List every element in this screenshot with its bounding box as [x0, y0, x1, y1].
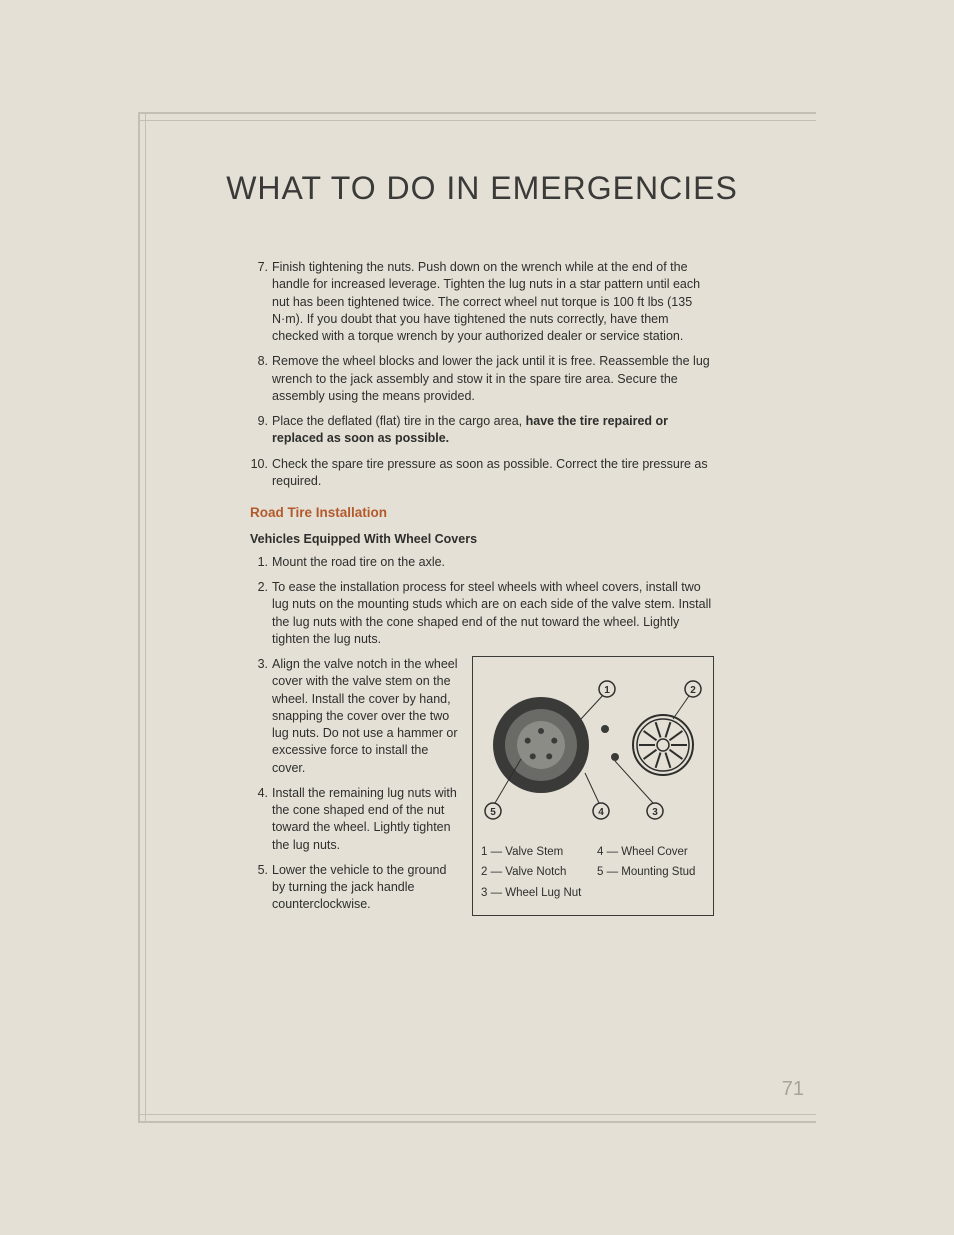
step-number: 7.	[250, 259, 268, 276]
step-text: Check the spare tire pressure as soon as…	[272, 457, 708, 488]
install-steps-left-col: 3.Align the valve notch in the wheel cov…	[250, 656, 458, 922]
step-item: 3.Align the valve notch in the wheel cov…	[250, 656, 458, 777]
step-number: 3.	[250, 656, 268, 673]
step-text: To ease the installation process for ste…	[272, 580, 711, 646]
step-text: Install the remaining lug nuts with the …	[272, 786, 457, 852]
page-title: WHAT TO DO IN EMERGENCIES	[160, 170, 804, 207]
section-heading: Road Tire Installation	[250, 504, 714, 523]
legend-col-left: 1 — Valve Stem 2 — Valve Notch 3 — Wheel L…	[481, 844, 589, 904]
step-item: 10. Check the spare tire pressure as soo…	[250, 456, 714, 491]
step-text: Lower the vehicle to the ground by turni…	[272, 863, 446, 912]
body-text: 7.Finish tightening the nuts. Push down …	[160, 259, 804, 922]
two-column-region: 3.Align the valve notch in the wheel cov…	[250, 656, 714, 922]
legend-col-right: 4 — Wheel Cover 5 — Mounting Stud	[597, 844, 705, 904]
install-steps-left: 3.Align the valve notch in the wheel cov…	[250, 656, 458, 914]
legend-row: 4 — Wheel Cover	[597, 844, 705, 860]
step-text: Mount the road tire on the axle.	[272, 555, 445, 569]
install-steps-top: 1. Mount the road tire on the axle. 2.To e…	[250, 554, 714, 648]
legend-row: 2 — Valve Notch	[481, 864, 589, 880]
step-number: 2.	[250, 579, 268, 596]
step-item: 5.Lower the vehicle to the ground by tur…	[250, 862, 458, 914]
legend-row: 1 — Valve Stem	[481, 844, 589, 860]
step-number: 4.	[250, 785, 268, 802]
step-item: 4.Install the remaining lug nuts with th…	[250, 785, 458, 854]
svg-text:2: 2	[690, 685, 696, 696]
step-item: 9. Place the deflated (flat) tire in the …	[250, 413, 714, 448]
svg-text:4: 4	[598, 807, 604, 818]
step-item: 8.Remove the wheel blocks and lower the …	[250, 353, 714, 405]
legend-row: 3 — Wheel Lug Nut	[481, 885, 589, 901]
step-item: 7.Finish tightening the nuts. Push down …	[250, 259, 714, 345]
svg-text:3: 3	[652, 807, 658, 818]
svg-text:5: 5	[490, 807, 496, 818]
step-number: 1.	[250, 554, 268, 571]
figure-legend: 1 — Valve Stem 2 — Valve Notch 3 — Wheel L…	[472, 838, 714, 915]
step-number: 9.	[250, 413, 268, 430]
step-text: Remove the wheel blocks and lower the ja…	[272, 354, 710, 403]
wheel-figure: 1 2 3 4 5	[472, 656, 714, 838]
step-text: Align the valve notch in the wheel cover…	[272, 657, 458, 775]
step-number: 5.	[250, 862, 268, 879]
step-text: Finish tightening the nuts. Push down on…	[272, 260, 700, 343]
step-item: 2.To ease the installation process for s…	[250, 579, 714, 648]
step-text: Place the deflated (flat) tire in the ca…	[272, 414, 526, 428]
step-item: 1. Mount the road tire on the axle.	[250, 554, 714, 571]
legend-row: 5 — Mounting Stud	[597, 864, 705, 880]
continued-steps-list: 7.Finish tightening the nuts. Push down …	[250, 259, 714, 490]
sub-heading: Vehicles Equipped With Wheel Covers	[250, 531, 714, 548]
figure-col: 1 2 3 4 5 1 — Valve Stem 2 — Valve Notch 3 — W…	[472, 656, 714, 916]
svg-text:1: 1	[604, 685, 610, 696]
wheel-diagram-svg: 1 2 3 4 5	[481, 663, 705, 823]
step-number: 10.	[250, 456, 268, 473]
page-content: WHAT TO DO IN EMERGENCIES 7.Finish tight…	[160, 170, 804, 922]
left-margin-rule	[138, 112, 146, 1123]
page-number: 71	[782, 1078, 804, 1101]
step-number: 8.	[250, 353, 268, 370]
